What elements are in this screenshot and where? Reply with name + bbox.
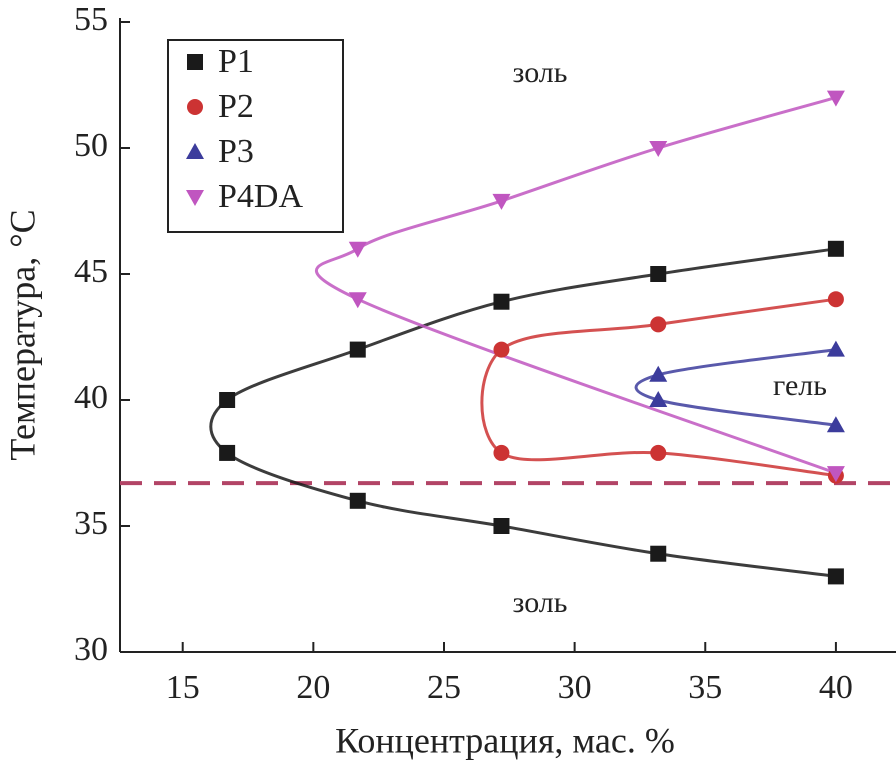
- legend-label: P4DA: [218, 178, 303, 215]
- legend-label: P1: [218, 43, 254, 80]
- marker: [349, 492, 366, 509]
- marker: [348, 241, 367, 258]
- marker: [827, 568, 844, 585]
- marker: [349, 341, 366, 358]
- legend-label: P3: [218, 133, 254, 170]
- marker: [826, 416, 845, 433]
- marker: [650, 545, 667, 562]
- marker: [649, 365, 668, 382]
- x-tick-label: 30: [558, 669, 592, 706]
- x-tick-label: 25: [427, 669, 461, 706]
- annotation: золь: [513, 586, 568, 619]
- marker: [187, 99, 203, 115]
- x-tick-label: 35: [688, 669, 722, 706]
- marker: [493, 444, 510, 461]
- fit-curve: [634, 348, 837, 427]
- marker: [492, 193, 511, 210]
- marker: [493, 341, 510, 358]
- y-axis-label: Температура, °C: [2, 209, 42, 460]
- marker: [649, 141, 668, 157]
- marker: [650, 266, 667, 282]
- marker: [650, 316, 667, 333]
- annotation: золь: [513, 56, 568, 89]
- marker: [219, 392, 236, 408]
- marker: [649, 391, 668, 407]
- y-tick-label: 40: [74, 379, 108, 416]
- x-tick-label: 15: [166, 669, 200, 706]
- marker: [827, 240, 844, 257]
- fit-curve: [480, 297, 837, 478]
- fit-curve: [315, 96, 837, 475]
- marker: [826, 340, 845, 357]
- x-axis-label: Концентрация, мас. %: [335, 720, 675, 760]
- marker: [493, 293, 510, 310]
- annotation: гель: [773, 369, 827, 402]
- marker: [348, 292, 367, 309]
- marker: [650, 444, 667, 461]
- y-tick-label: 50: [74, 127, 108, 164]
- marker: [186, 143, 204, 159]
- marker: [219, 444, 236, 461]
- fit-curve: [209, 247, 837, 578]
- y-tick-label: 45: [74, 253, 108, 290]
- marker: [186, 190, 204, 206]
- x-tick-label: 40: [819, 669, 853, 706]
- marker: [827, 291, 844, 308]
- marker: [826, 466, 845, 483]
- x-tick-label: 20: [296, 669, 330, 706]
- marker: [826, 90, 845, 107]
- marker: [187, 54, 203, 70]
- y-tick-label: 35: [74, 505, 108, 542]
- y-tick-label: 55: [74, 1, 108, 38]
- marker: [493, 518, 510, 534]
- legend: P1 P2 P3 P4DA: [167, 39, 344, 233]
- y-tick-label: 30: [74, 631, 108, 668]
- legend-label: P2: [218, 88, 254, 125]
